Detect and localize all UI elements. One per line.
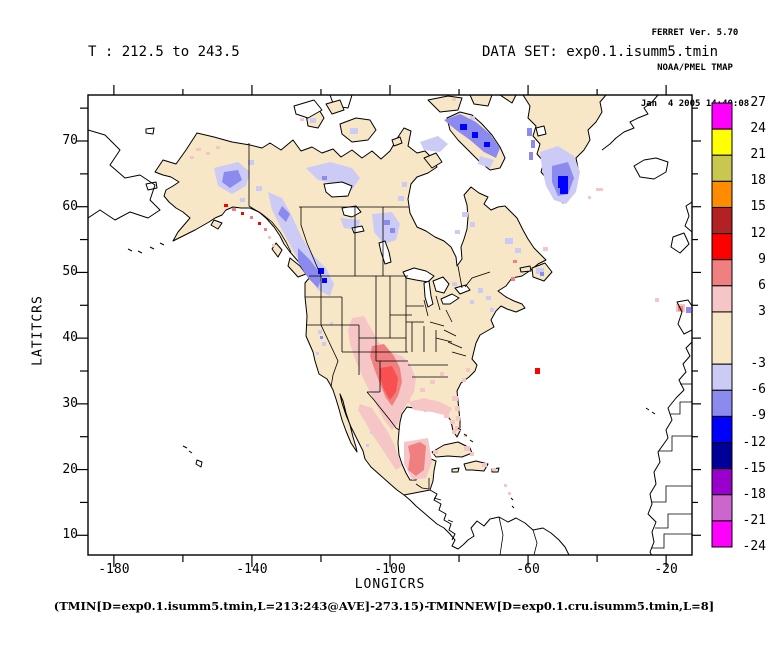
colorbar-block — [712, 390, 732, 416]
colorbar-block — [712, 416, 732, 442]
map-plot — [0, 0, 768, 662]
hawaii-islands — [183, 446, 187, 448]
x-axis-label: LONGICRS — [88, 577, 692, 592]
colorbar-block — [712, 234, 732, 260]
colorbar-block — [712, 364, 732, 390]
colorbar-block — [712, 103, 732, 129]
bermuda-anomaly-point — [535, 368, 540, 374]
colorbar — [712, 103, 732, 547]
colorbar-block — [712, 181, 732, 207]
colorbar-block — [712, 495, 732, 521]
y-axis-label: LATITCRS — [31, 275, 46, 387]
colorbar-block — [712, 207, 732, 233]
colorbar-block — [712, 443, 732, 469]
colorbar-block — [712, 129, 732, 155]
coast-central-america — [404, 495, 463, 549]
coast-iceland — [634, 158, 668, 179]
coast-norway — [602, 95, 658, 150]
colorbar-block — [712, 260, 732, 286]
expression-caption: (TMIN[D=exp0.1.isumm5.tmin,L=213:243@AVE… — [0, 599, 768, 613]
map-layers — [88, 95, 692, 556]
coast-ireland — [671, 233, 689, 253]
colorbar-block — [712, 312, 732, 364]
colorbar-block — [712, 155, 732, 181]
coast-africa — [648, 342, 692, 556]
island-devon — [428, 96, 462, 112]
ferret-plot-canvas: FERRET Ver. 5.70 NOAA/PMEL TMAP Jan 4 20… — [0, 0, 768, 662]
coast-south-america — [463, 517, 569, 555]
colorbar-block — [712, 286, 732, 312]
colorbar-block — [712, 469, 732, 495]
coast-siberia — [88, 130, 160, 220]
island-kodiak — [211, 220, 222, 229]
colorbar-block — [712, 521, 732, 547]
